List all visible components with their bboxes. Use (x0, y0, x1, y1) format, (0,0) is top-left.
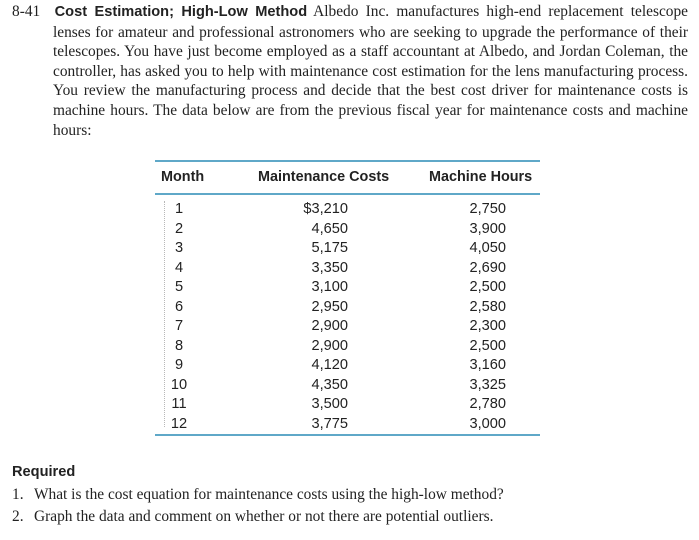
machine-hours-cell: 3,900 (469, 220, 506, 237)
header-month: Month (161, 169, 205, 185)
problem-statement: 8-41 Cost Estimation; High-Low Method Alb… (12, 2, 688, 140)
question-text: What is the cost equation for maintenanc… (34, 486, 504, 503)
machine-hours-cell: 2,780 (469, 396, 506, 412)
machine-hours-cell: 2,500 (469, 279, 506, 295)
machine-hours-cell: 3,325 (469, 376, 506, 393)
question-number: 1. (12, 486, 24, 503)
table-row: 7 2,900 2,300 (155, 317, 540, 337)
table-row: 8 2,900 2,500 (155, 337, 540, 357)
table-row: 12 3,775 3,000 (155, 415, 540, 435)
problem-title: Cost Estimation; High-Low Method (54, 4, 308, 20)
machine-hours-cell: 3,000 (469, 415, 506, 432)
machine-hours-cell: 2,750 (469, 201, 506, 217)
machine-hours-cell: 2,690 (469, 259, 506, 276)
maintenance-cost-cell: 2,900 (311, 337, 348, 354)
table-row: 9 4,120 3,160 (155, 356, 540, 376)
question-text: Graph the data and comment on whether or… (34, 508, 494, 525)
month-column-separator (164, 201, 165, 427)
header-machine-hours: Machine Hours (429, 169, 533, 185)
table-row: 5 3,100 2,500 (155, 278, 540, 298)
table-body: 1 $3,210 2,750 2 4,650 3,900 3 5,175 4,050 4 3,350… (155, 200, 540, 434)
maintenance-cost-cell: 4,120 (311, 357, 348, 373)
table-row: 2 4,650 3,900 (155, 220, 540, 240)
maintenance-cost-cell: $3,210 (303, 201, 348, 217)
month-cell: 11 (171, 396, 187, 412)
problem-body: Albedo Inc. manufactures high-end replac… (53, 3, 688, 139)
maintenance-cost-cell: 3,500 (311, 396, 348, 412)
problem-number: 8-41 (12, 3, 41, 20)
month-cell: 7 (174, 318, 184, 334)
month-cell: 1 (174, 201, 184, 217)
table-row: 10 4,350 3,325 (155, 376, 540, 396)
month-cell: 5 (174, 279, 184, 295)
month-cell: 2 (174, 220, 184, 237)
question-item: 2. Graph the data and comment on whether … (12, 506, 504, 528)
month-cell: 10 (170, 376, 188, 393)
table-row: 6 2,950 2,580 (155, 298, 540, 318)
machine-hours-cell: 4,050 (469, 240, 506, 256)
maintenance-cost-cell: 3,775 (311, 415, 348, 432)
table-row: 1 $3,210 2,750 (155, 200, 540, 220)
table-row: 11 3,500 2,780 (155, 395, 540, 415)
questions-list: 1. What is the cost equation for maintena… (12, 484, 504, 528)
month-cell: 3 (174, 240, 184, 256)
maintenance-cost-cell: 4,650 (311, 220, 348, 237)
maintenance-cost-cell: 4,350 (311, 376, 348, 393)
machine-hours-cell: 2,580 (469, 298, 506, 315)
machine-hours-cell: 2,500 (469, 337, 506, 354)
table-header-rule (155, 193, 540, 195)
required-heading: Required (12, 464, 76, 480)
machine-hours-cell: 3,160 (469, 357, 506, 373)
maintenance-cost-cell: 3,100 (311, 279, 348, 295)
month-cell: 8 (174, 337, 184, 354)
month-cell: 9 (174, 357, 184, 373)
maintenance-cost-cell: 3,350 (311, 259, 348, 276)
maintenance-cost-cell: 2,950 (311, 298, 348, 315)
table-bottom-rule (155, 434, 540, 436)
header-maintenance-costs: Maintenance Costs (258, 169, 390, 185)
month-cell: 6 (174, 298, 184, 315)
maintenance-cost-cell: 2,900 (311, 318, 348, 334)
question-number: 2. (12, 508, 24, 525)
question-item: 1. What is the cost equation for maintena… (12, 484, 504, 506)
month-cell: 12 (170, 415, 188, 432)
maintenance-cost-cell: 5,175 (311, 240, 348, 256)
machine-hours-cell: 2,300 (469, 318, 506, 334)
month-cell: 4 (174, 259, 184, 276)
table-row: 3 5,175 4,050 (155, 239, 540, 259)
table-row: 4 3,350 2,690 (155, 259, 540, 279)
table-top-rule (155, 160, 540, 162)
